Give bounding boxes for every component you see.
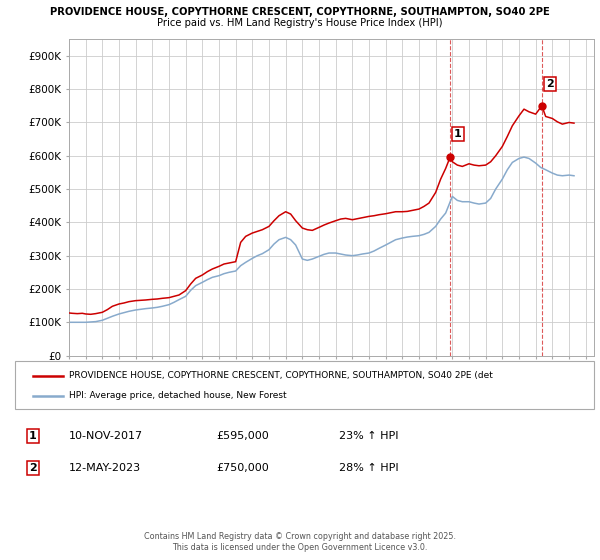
Text: Contains HM Land Registry data © Crown copyright and database right 2025.
This d: Contains HM Land Registry data © Crown c… — [144, 532, 456, 552]
Text: PROVIDENCE HOUSE, COPYTHORNE CRESCENT, COPYTHORNE, SOUTHAMPTON, SO40 2PE: PROVIDENCE HOUSE, COPYTHORNE CRESCENT, C… — [50, 7, 550, 17]
Text: HPI: Average price, detached house, New Forest: HPI: Average price, detached house, New … — [69, 391, 287, 400]
Text: £595,000: £595,000 — [216, 431, 269, 441]
Text: 12-MAY-2023: 12-MAY-2023 — [69, 463, 141, 473]
Text: 23% ↑ HPI: 23% ↑ HPI — [339, 431, 398, 441]
Text: Price paid vs. HM Land Registry's House Price Index (HPI): Price paid vs. HM Land Registry's House … — [157, 18, 443, 28]
Text: 28% ↑ HPI: 28% ↑ HPI — [339, 463, 398, 473]
Text: 2: 2 — [29, 463, 37, 473]
Text: PROVIDENCE HOUSE, COPYTHORNE CRESCENT, COPYTHORNE, SOUTHAMPTON, SO40 2PE (det: PROVIDENCE HOUSE, COPYTHORNE CRESCENT, C… — [69, 371, 493, 380]
Text: £750,000: £750,000 — [216, 463, 269, 473]
Text: 1: 1 — [454, 129, 462, 139]
Text: 1: 1 — [29, 431, 37, 441]
Text: 10-NOV-2017: 10-NOV-2017 — [69, 431, 143, 441]
Text: 2: 2 — [546, 80, 554, 90]
